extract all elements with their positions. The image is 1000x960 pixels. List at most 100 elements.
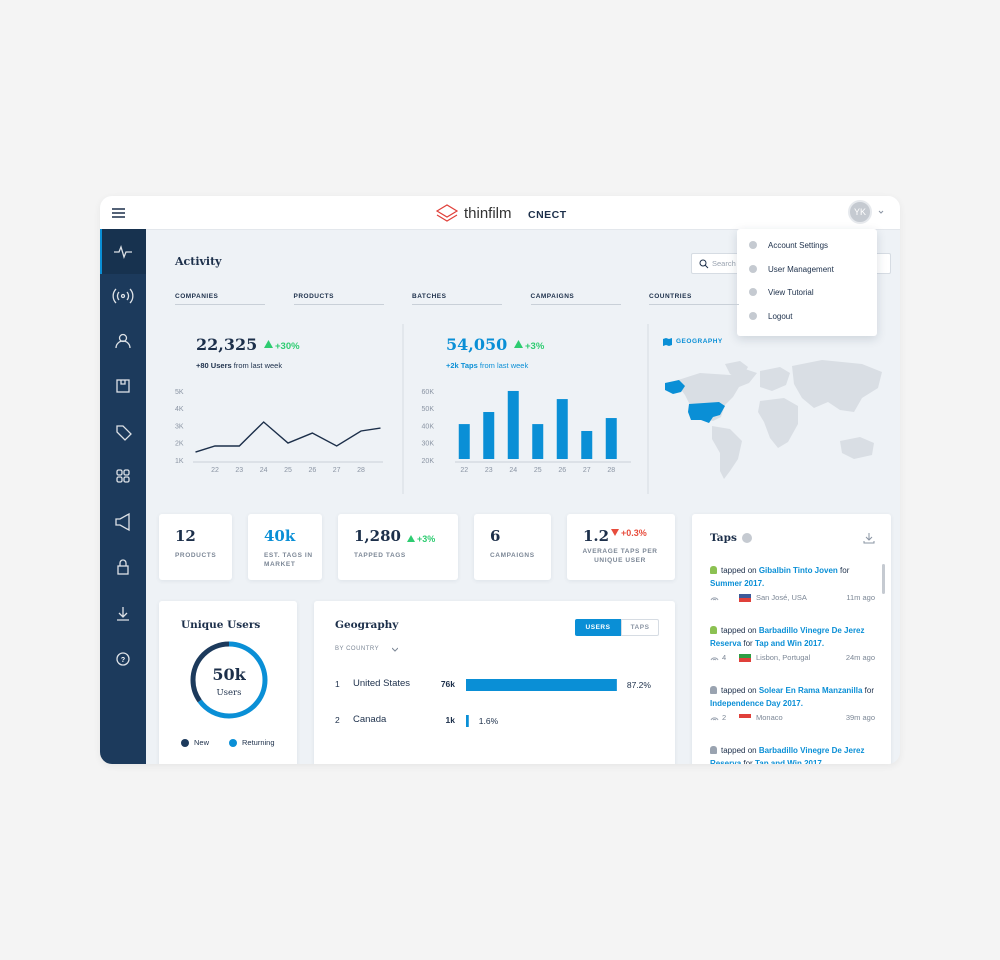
- stat-value: 1,280: [354, 527, 401, 545]
- map-title: GEOGRAPHY: [676, 338, 723, 345]
- icon-box[interactable]: [116, 379, 130, 393]
- stat-value: 6: [490, 527, 501, 545]
- map-icon: [663, 338, 672, 346]
- time: 24m ago: [845, 653, 875, 662]
- unique-users-card: [159, 601, 297, 764]
- stat-value: 40k: [264, 527, 296, 545]
- icon-help[interactable]: [116, 652, 130, 666]
- kpi-value: 22,325: [196, 335, 258, 354]
- joiner: for: [743, 759, 753, 764]
- change-suffix: from last week: [233, 361, 283, 370]
- group-select[interactable]: BY COUNTRY: [335, 646, 380, 652]
- donut-segment: [190, 641, 268, 719]
- brand: thinfilm: [464, 205, 512, 222]
- icon-broadcast[interactable]: [120, 293, 126, 299]
- stat-card: [567, 514, 675, 580]
- tap-count: 2: [722, 713, 727, 722]
- logo-mark: [435, 204, 459, 222]
- menu-icon[interactable]: [112, 208, 125, 218]
- menu-icon: [749, 264, 757, 273]
- help-icon[interactable]: [742, 533, 752, 543]
- legend-swatch: [181, 739, 189, 747]
- card-title: Unique Users: [181, 619, 261, 631]
- campaign-link[interactable]: Tap and Win 2017.: [754, 759, 825, 764]
- y-tick-label: 30K: [422, 441, 435, 448]
- legend-label: Returning: [242, 738, 275, 747]
- product-link[interactable]: Barbadillo Vinegre De Jerez Reserva: [710, 626, 865, 648]
- campaign-link[interactable]: Independence Day 2017.: [710, 699, 803, 708]
- up-arrow: [264, 340, 273, 348]
- menu-item[interactable]: Account Settings: [768, 241, 829, 250]
- x-tick-label: 26: [308, 467, 316, 474]
- filter-dropdown[interactable]: PRODUCTS: [293, 293, 384, 305]
- icon-grid[interactable]: [116, 469, 123, 476]
- download-icon[interactable]: [863, 532, 875, 544]
- legend-label: New: [194, 738, 210, 747]
- rank: 1: [335, 679, 340, 689]
- y-tick-label: 20K: [422, 458, 435, 465]
- filter-dropdown[interactable]: COUNTRIES: [649, 293, 739, 305]
- joiner: for: [864, 686, 874, 695]
- avatar[interactable]: [848, 200, 872, 224]
- avatar-initials[interactable]: YK: [853, 207, 866, 217]
- scrollbar: [882, 564, 885, 594]
- verb: tapped on: [721, 626, 757, 635]
- stat-label: TAPPED TAGS: [354, 552, 406, 559]
- count: 1k: [445, 715, 455, 725]
- card-title: Geography: [335, 619, 399, 631]
- change-suffix: from last week: [479, 361, 529, 370]
- stat-value: 12: [175, 527, 196, 545]
- highlighted-country: [665, 380, 725, 423]
- tab-active[interactable]: USERS: [575, 619, 621, 636]
- icon-megaphone[interactable]: [115, 512, 130, 532]
- kpi-delta: +30%: [275, 341, 300, 352]
- icon-lock[interactable]: [117, 565, 129, 575]
- os-icon: [710, 626, 717, 634]
- icon-download[interactable]: [117, 607, 129, 621]
- signal-icon: [710, 597, 719, 601]
- menu-icon: [749, 241, 757, 249]
- product-name: CNECT: [528, 209, 567, 221]
- stat-label: EST. TAGS IN MARKET: [264, 552, 313, 568]
- product-link[interactable]: Gibalbin Tinto Joven: [758, 566, 838, 575]
- stat-label: CAMPAIGNS: [490, 552, 535, 559]
- location: Monaco: [756, 713, 783, 722]
- stat-delta: +3%: [417, 534, 436, 544]
- bar: [556, 399, 568, 459]
- stat-card: [159, 514, 232, 580]
- filter-dropdown[interactable]: BATCHES: [412, 293, 502, 305]
- chevron[interactable]: [392, 647, 398, 652]
- filter-dropdown[interactable]: COMPANIES: [175, 293, 265, 305]
- x-tick-label: 24: [260, 467, 268, 474]
- up-arrow: [407, 535, 415, 542]
- country: Canada: [353, 714, 387, 725]
- verb: tapped on: [721, 746, 757, 755]
- os-icon: [710, 746, 717, 754]
- avatar-chevron[interactable]: [878, 210, 884, 214]
- icon-tag[interactable]: [116, 425, 132, 441]
- y-tick-label: 40K: [422, 423, 435, 430]
- count: 76k: [440, 679, 455, 689]
- product-link[interactable]: Solear En Rama Manzanilla: [758, 686, 863, 695]
- x-tick-label: 23: [235, 467, 243, 474]
- app-window: ? 5K 4K 3K 2K 1K 22 23 24 25 26 27 28 60K 50K 40K 30K 20…: [100, 196, 900, 764]
- joiner: for: [840, 566, 850, 575]
- icon-activity[interactable]: [114, 245, 132, 259]
- donut-chart: [190, 641, 268, 719]
- menu-item[interactable]: User Management: [768, 264, 834, 274]
- menu-item[interactable]: View Tutorial: [768, 288, 814, 297]
- y-tick-label: 1K: [175, 458, 184, 465]
- product-link[interactable]: Barbadillo Vinegre De Jerez Reserva: [710, 746, 865, 764]
- tap-count: 4: [722, 653, 727, 662]
- donut-unit: Users: [216, 688, 242, 698]
- filter-dropdown[interactable]: CAMPAIGNS: [530, 293, 621, 305]
- x-tick-label: 27: [583, 467, 591, 474]
- change-amount: +2k Taps: [446, 361, 478, 370]
- campaign-link[interactable]: Summer 2017.: [710, 579, 765, 588]
- os-icon: [710, 686, 717, 694]
- campaign-link[interactable]: Tap and Win 2017.: [754, 639, 825, 648]
- tab[interactable]: TAPS: [621, 619, 659, 636]
- menu-item[interactable]: Logout: [768, 311, 793, 321]
- stat-label: AVERAGE TAPS PER UNIQUE USER: [582, 548, 658, 564]
- value-label: 87.2%: [626, 680, 651, 690]
